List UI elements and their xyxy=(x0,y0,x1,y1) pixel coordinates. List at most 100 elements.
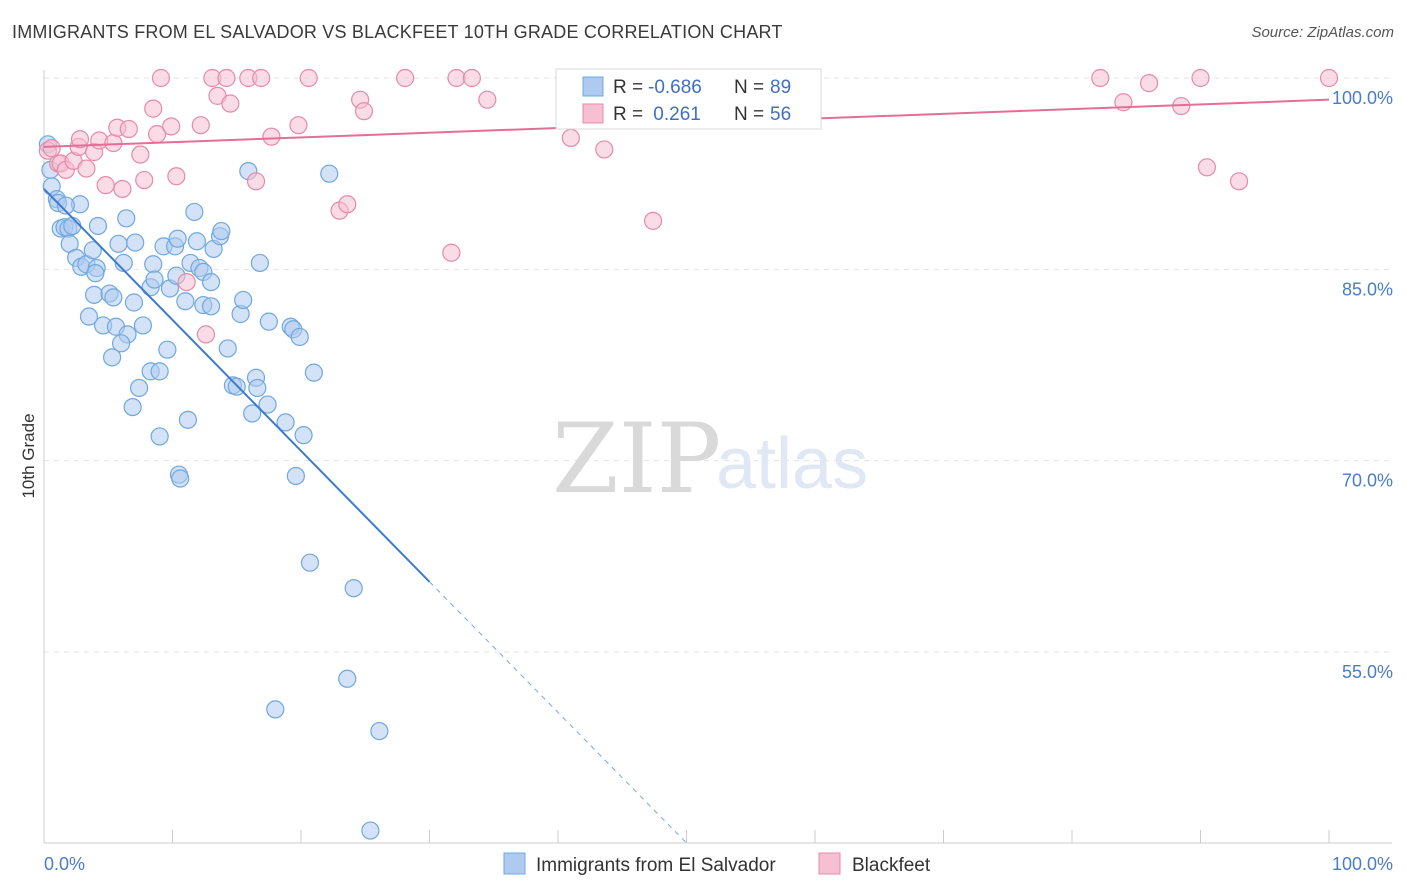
el-salvador-point xyxy=(109,234,128,253)
el-salvador-point xyxy=(129,378,149,398)
blackfeet-point xyxy=(191,116,210,135)
data-points xyxy=(38,68,1339,840)
el-salvador-point xyxy=(344,579,363,598)
blackfeet-point xyxy=(252,68,271,88)
el-salvador-point xyxy=(168,229,187,248)
stats-n-label-1: N = xyxy=(734,77,764,98)
el-salvador-point xyxy=(171,469,190,488)
el-salvador-point xyxy=(56,196,75,215)
blackfeet-point xyxy=(447,68,466,88)
el-salvador-point xyxy=(286,466,305,486)
blackfeet-point xyxy=(595,140,614,159)
el-salvador-point xyxy=(176,292,195,311)
blackfeet-point xyxy=(113,179,132,199)
el-salvador-point xyxy=(290,327,309,347)
el-salvador-point xyxy=(201,297,221,316)
el-salvador-point xyxy=(150,362,169,381)
el-salvador-point xyxy=(133,316,153,335)
el-salvador-point xyxy=(185,202,204,222)
y-axis-title: 10th Grade xyxy=(19,413,38,498)
blackfeet-point xyxy=(196,325,216,344)
blackfeet-point xyxy=(338,195,357,214)
y-tick-label: 70.0% xyxy=(1342,471,1393,491)
legend-label-el-salvador: Immigrants from El Salvador xyxy=(536,855,776,876)
blackfeet-point xyxy=(1139,74,1159,93)
stats-n-label-2: N = xyxy=(734,104,764,125)
stats-r-value-1: -0.686 xyxy=(648,77,702,98)
el-salvador-point xyxy=(320,164,339,183)
blackfeet-point xyxy=(1319,68,1339,88)
el-salvador-trend-line xyxy=(43,188,431,583)
blackfeet-point xyxy=(119,119,138,139)
blackfeet-point xyxy=(395,68,415,88)
blackfeet-point xyxy=(135,170,154,190)
blackfeet-point xyxy=(151,68,171,88)
el-salvador-point xyxy=(123,397,142,417)
el-salvador-point xyxy=(178,410,198,429)
blackfeet-point xyxy=(77,159,96,178)
legend-swatch-blackfeet xyxy=(818,852,841,875)
blackfeet-point xyxy=(354,102,374,121)
el-salvador-point xyxy=(361,821,380,840)
el-salvador-point xyxy=(124,293,144,312)
el-salvador-point xyxy=(150,427,169,446)
el-salvador-point xyxy=(259,312,278,331)
x-tick-labels: 0.0% 100.0% xyxy=(44,854,1393,874)
blackfeet-point xyxy=(1091,68,1110,88)
el-salvador-point xyxy=(234,290,253,310)
el-salvador-point xyxy=(103,348,122,367)
el-salvador-point xyxy=(111,334,131,353)
blackfeet-point xyxy=(643,211,663,230)
y-tick-label: 55.0% xyxy=(1342,662,1393,682)
el-salvador-point xyxy=(201,272,221,292)
stats-swatch-el-salvador xyxy=(582,76,604,97)
el-salvador-point xyxy=(250,253,269,273)
blackfeet-point xyxy=(289,116,308,135)
blackfeet-point xyxy=(478,90,497,109)
blackfeet-point xyxy=(1229,172,1249,191)
blackfeet-point xyxy=(162,117,181,136)
blackfeet-point xyxy=(177,272,196,292)
el-salvador-point xyxy=(144,255,163,274)
blackfeet-point xyxy=(299,68,318,88)
blackfeet-point xyxy=(246,172,266,191)
stats-swatch-blackfeet xyxy=(582,103,604,124)
series-legend: Immigrants from El Salvador Blackfeet xyxy=(503,852,931,876)
blackfeet-point xyxy=(442,243,461,262)
blackfeet-point xyxy=(70,130,90,149)
el-salvador-point xyxy=(104,288,123,307)
el-salvador-point xyxy=(126,233,145,252)
el-salvador-point xyxy=(117,209,136,228)
el-salvador-point xyxy=(158,340,177,359)
el-salvador-point xyxy=(243,404,262,423)
blackfeet-point xyxy=(144,99,163,118)
blackfeet-point xyxy=(262,127,281,146)
el-salvador-point xyxy=(145,270,164,289)
chart-title: IMMIGRANTS FROM EL SALVADOR VS BLACKFEET… xyxy=(12,22,783,42)
blackfeet-point xyxy=(561,128,580,148)
y-tick-label: 85.0% xyxy=(1342,279,1393,299)
blackfeet-point xyxy=(221,94,240,113)
watermark-zip: ZIP xyxy=(552,403,721,515)
stats-legend: R = -0.686 N = 89 R = 0.261 N = 56 xyxy=(555,68,822,130)
y-tick-label: 100.0% xyxy=(1332,88,1393,108)
x-ticks xyxy=(172,830,1330,843)
blackfeet-point xyxy=(217,68,236,88)
el-salvador-point xyxy=(83,241,102,260)
el-salvador-point xyxy=(370,721,389,741)
source-label: Source: ZipAtlas.com xyxy=(1251,24,1394,41)
y-tick-labels: 100.0% 85.0% 70.0% 55.0% xyxy=(1332,88,1393,682)
el-salvador-trend-extension xyxy=(429,581,687,844)
blackfeet-point xyxy=(1191,68,1210,88)
stats-r-label-1: R = xyxy=(613,77,643,98)
el-salvador-point xyxy=(88,216,108,236)
stats-n-value-1: 89 xyxy=(770,77,791,98)
el-salvador-point xyxy=(248,378,267,398)
el-salvador-point xyxy=(266,700,285,719)
stats-r-value-2: 0.261 xyxy=(648,104,701,125)
el-salvador-point xyxy=(63,216,82,236)
blackfeet-point xyxy=(167,167,186,186)
stats-n-value-2: 56 xyxy=(770,104,791,125)
legend-label-blackfeet: Blackfeet xyxy=(852,855,931,876)
